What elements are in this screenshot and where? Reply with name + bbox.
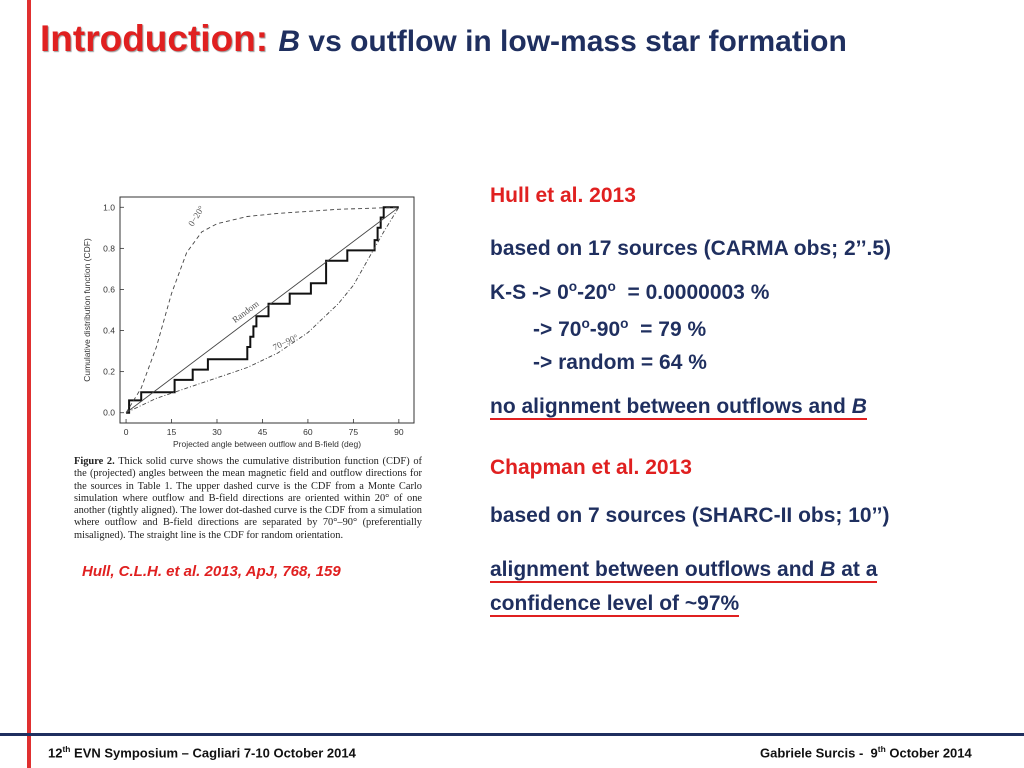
- y-tick-label: 0.8: [103, 243, 115, 253]
- plot-frame: [119, 196, 415, 424]
- aligned-0-20-cdf-line: [125, 206, 399, 413]
- ks-line-2: -> 70o-90o = 79 %: [533, 316, 706, 342]
- ks-line-1: K-S -> 0o-20o = 0.0000003 %: [490, 279, 769, 305]
- footer-right: Gabriele Surcis - 9th October 2014: [760, 744, 972, 760]
- title-intro: Introduction:: [40, 18, 269, 59]
- figure-caption-text: Thick solid curve shows the cumulative d…: [74, 456, 422, 541]
- x-tick-label: 75: [349, 427, 359, 437]
- hull-title: Hull et al. 2013: [490, 184, 636, 207]
- cdf-chart: 0 15 30 45 60 75 90 0.0 0.2 0.4 0.6 0.8 1.0 Projected…: [72, 185, 422, 460]
- observed-cdf-line: [126, 206, 399, 414]
- no-alignment-underlined: no alignment between outflows and B: [490, 395, 867, 420]
- deg-sup: o: [568, 279, 578, 294]
- x-tick-label: 90: [394, 427, 404, 437]
- footer-right-sup: th: [877, 744, 886, 754]
- cdf-chart-svg: 0 15 30 45 60 75 90 0.0 0.2 0.4 0.6 0.8 1.0 Projected…: [82, 196, 415, 449]
- x-tick-label: 60: [303, 427, 313, 437]
- random-cdf-line: [125, 206, 400, 414]
- x-tick-label: 15: [167, 427, 177, 437]
- footer-left-sup: th: [62, 744, 71, 754]
- deg-sup: o: [581, 316, 590, 331]
- y-tick-label: 0.4: [103, 326, 115, 336]
- no-align-b: B: [851, 395, 867, 418]
- title-b-symbol: B: [278, 25, 301, 58]
- hull-sources-line: based on 17 sources (CARMA obs; 2’’.5): [490, 237, 892, 260]
- ks1-a: K-S -> 0: [490, 281, 569, 304]
- ks-line-3: -> random = 64 %: [533, 351, 707, 374]
- chapman-title: Chapman et al. 2013: [490, 456, 692, 479]
- no-align-text: no alignment between outflows and: [490, 395, 852, 418]
- x-tick-label: 45: [258, 427, 268, 437]
- alignment-underlined-2: confidence level of ~97%: [490, 592, 740, 617]
- footer-right-a: Gabriele Surcis - 9: [760, 745, 878, 761]
- ks2-a: -> 70: [533, 318, 582, 341]
- slide-title: Introduction: B vs outflow in low-mass s…: [40, 18, 847, 60]
- figure-caption-label: Figure 2.: [74, 456, 115, 467]
- ks2-c: = 79 %: [628, 318, 707, 341]
- y-tick-label: 0.2: [103, 367, 115, 377]
- footer-right-b: October 2014: [885, 745, 972, 761]
- ks1-c: = 0.0000003 %: [615, 281, 770, 304]
- footer-divider: [0, 733, 1024, 736]
- x-tick-label: 30: [212, 427, 222, 437]
- title-subject: B vs outflow in low-mass star formation: [278, 25, 846, 58]
- figure-caption: Figure 2. Thick solid curve shows the cu…: [74, 456, 422, 542]
- ks1-b: -20: [577, 281, 608, 304]
- alignment-line-2: confidence level of ~97%: [490, 592, 740, 617]
- y-tick-label: 0.0: [103, 408, 115, 418]
- chart-annotation: 70−90°: [271, 332, 300, 353]
- chart-annotation: 0−20°: [186, 204, 206, 228]
- y-tick-label: 1.0: [103, 202, 115, 212]
- deg-sup: o: [620, 316, 629, 331]
- title-rest: vs outflow in low-mass star formation: [300, 25, 847, 58]
- footer-left-b: EVN Symposium – Cagliari 7-10 October 20…: [70, 745, 356, 761]
- y-tick-label: 0.6: [103, 284, 115, 294]
- deg-sup: o: [607, 279, 616, 294]
- chapman-sources-line: based on 7 sources (SHARC-II obs; 10’’): [490, 504, 890, 527]
- footer-left: 12th EVN Symposium – Cagliari 7-10 Octob…: [48, 744, 356, 760]
- align-b: B: [820, 558, 836, 581]
- left-accent-bar: [27, 0, 31, 768]
- reference-citation: Hull, C.L.H. et al. 2013, ApJ, 768, 159: [82, 563, 341, 580]
- x-axis-label: Projected angle between outflow and B-fi…: [173, 439, 361, 449]
- y-axis-label: Cumulative distribution function (CDF): [82, 238, 92, 382]
- ks2-b: -90: [589, 318, 621, 341]
- align-c: at a: [835, 558, 878, 581]
- align-a: alignment between outflows and: [490, 558, 821, 581]
- alignment-underlined-1: alignment between outflows and B at a: [490, 558, 878, 583]
- no-alignment-line: no alignment between outflows and B: [490, 395, 867, 420]
- alignment-line-1: alignment between outflows and B at a: [490, 558, 878, 583]
- footer-left-a: 12: [48, 745, 63, 761]
- misaligned-70-90-cdf-line: [125, 207, 400, 414]
- x-tick-label: 0: [124, 427, 129, 437]
